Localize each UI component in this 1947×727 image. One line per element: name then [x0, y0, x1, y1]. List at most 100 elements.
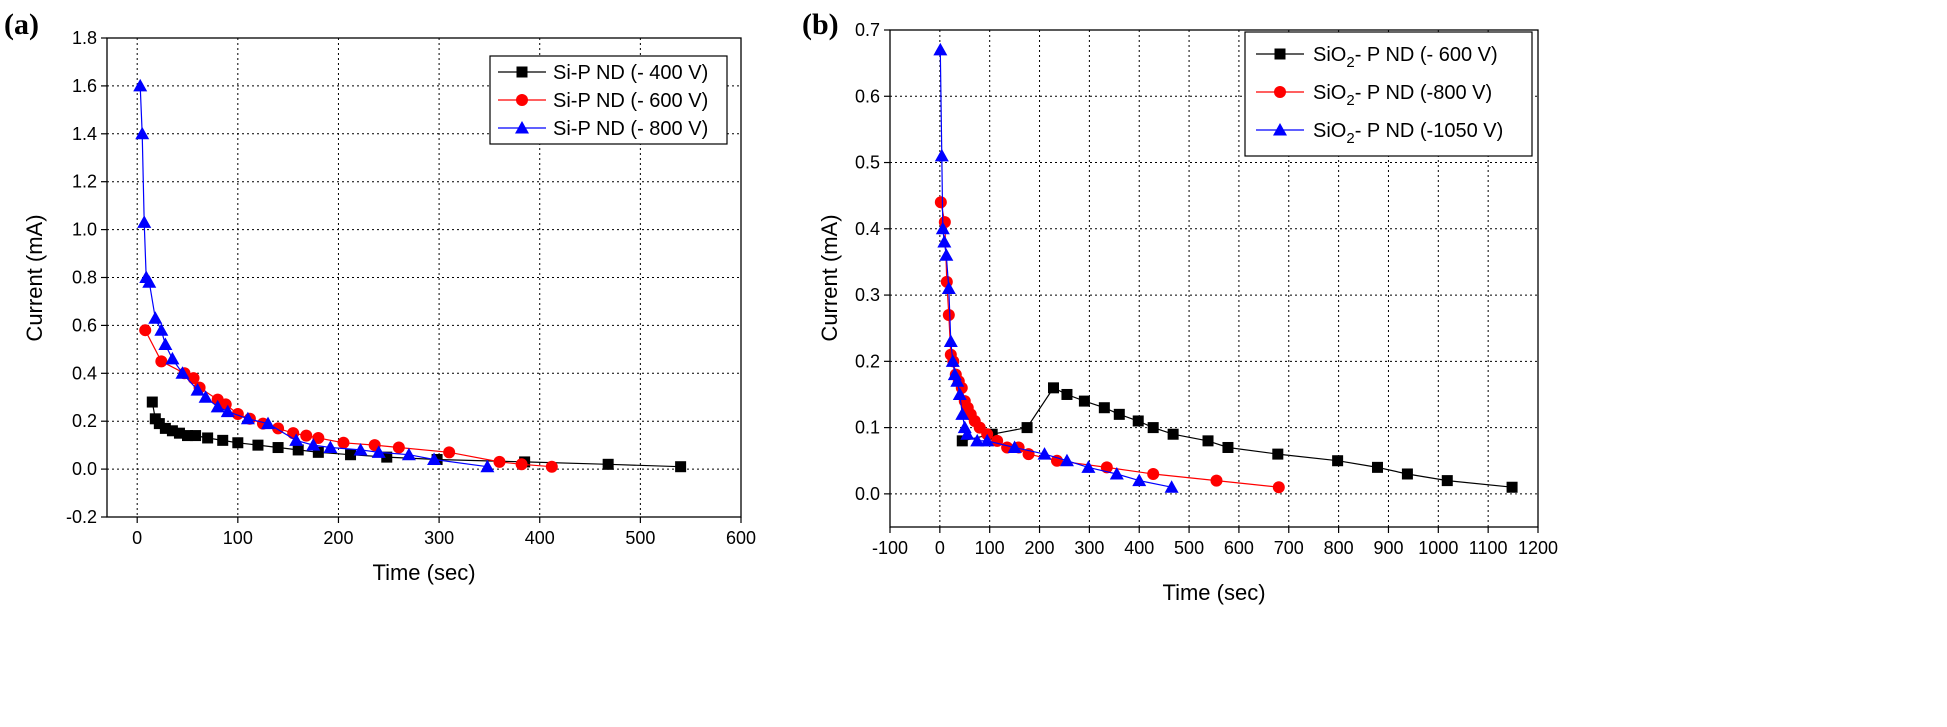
data-point: [933, 42, 948, 56]
data-point: [1272, 481, 1285, 494]
x-tick-label: 0: [935, 538, 945, 558]
legend-marker: [516, 66, 528, 78]
data-point: [1147, 422, 1159, 434]
x-tick-label: -100: [872, 538, 908, 558]
panel-a-series: [133, 78, 687, 473]
data-point: [1109, 466, 1124, 480]
y-tick-label: 0.5: [855, 153, 880, 173]
data-point: [133, 78, 148, 92]
data-point: [210, 399, 225, 413]
data-point: [292, 444, 304, 456]
panel-b-y-axis-title: Current (mA): [817, 214, 842, 341]
data-point: [306, 438, 321, 451]
data-point: [381, 451, 393, 463]
data-point: [1167, 428, 1179, 440]
data-point: [1272, 448, 1284, 460]
data-point: [154, 323, 169, 336]
panel-b-x-axis-title: Time (sec): [1162, 580, 1265, 605]
data-point: [312, 446, 324, 458]
data-point: [401, 447, 416, 461]
legend-entry: Si-P ND (- 400 V): [498, 62, 708, 84]
data-point: [240, 411, 255, 425]
data-point: [955, 407, 970, 420]
data-point: [1078, 395, 1090, 407]
legend-entry: Si-P ND (- 600 V): [498, 90, 708, 112]
legend-entry: SiO2- P ND (- 600 V): [1256, 44, 1498, 71]
y-tick-label: -0.2: [66, 507, 97, 527]
data-point: [159, 422, 171, 434]
data-point: [480, 459, 495, 473]
data-point: [1506, 481, 1518, 493]
x-tick-label: 200: [323, 528, 353, 548]
legend-marker: [516, 94, 528, 106]
data-point: [1037, 447, 1052, 460]
x-tick-label: 1200: [1518, 538, 1558, 558]
panel-b-legend: SiO2- P ND (- 600 V) SiO2- P ND (-800 V) S…: [1244, 31, 1533, 157]
x-tick-label: 1000: [1418, 538, 1458, 558]
y-tick-label: 0.0: [72, 459, 97, 479]
x-tick-label: 500: [1174, 538, 1204, 558]
data-point: [231, 408, 244, 421]
data-point: [1061, 388, 1073, 400]
data-point: [545, 460, 558, 473]
data-point: [493, 455, 506, 468]
data-point: [345, 449, 357, 461]
data-point: [187, 372, 200, 385]
x-tick-label: 400: [525, 528, 555, 548]
data-point: [1113, 408, 1125, 420]
series-line: [962, 387, 1513, 488]
data-point: [353, 442, 368, 456]
data-point: [182, 430, 194, 442]
data-point: [443, 446, 456, 459]
legend-box: [1244, 31, 1533, 157]
data-point: [1441, 475, 1453, 487]
x-tick-label: 500: [625, 528, 655, 548]
data-point: [153, 418, 165, 430]
data-point: [173, 427, 185, 439]
data-point: [323, 440, 338, 454]
legend-marker: [515, 121, 529, 134]
legend-label: Si-P ND (- 800 V): [553, 118, 708, 140]
data-point: [1210, 474, 1223, 487]
y-tick-label: 0.2: [855, 351, 880, 371]
data-point: [952, 387, 967, 400]
data-point: [137, 215, 152, 228]
data-point: [937, 235, 952, 248]
panel-a-ticks: 0 100 200 300 400 500 600 -0.2 0.0 0.2 0.4 0.6 0.8 1.…: [66, 28, 756, 548]
legend-marker: [1273, 123, 1287, 136]
panel-b-label: (b): [802, 8, 839, 41]
x-tick-label: 800: [1324, 538, 1354, 558]
panel-a-label: (a): [4, 8, 39, 41]
data-point: [934, 148, 949, 162]
legend-entry: Si-P ND (- 800 V): [498, 118, 708, 140]
x-tick-label: 400: [1124, 538, 1154, 558]
data-point: [956, 435, 968, 447]
y-tick-label: 0.8: [72, 268, 97, 288]
data-point: [1164, 480, 1179, 493]
x-tick-label: 100: [223, 528, 253, 548]
data-point: [943, 334, 958, 347]
data-point: [135, 126, 150, 140]
data-point: [1332, 455, 1344, 467]
data-point: [1132, 473, 1147, 487]
data-point: [371, 445, 386, 458]
panel-a-legend: Si-P ND (- 400 V) Si-P ND (- 600 V) Si-P N…: [489, 55, 728, 145]
data-point: [272, 442, 284, 454]
data-point: [980, 433, 995, 447]
x-tick-label: 100: [975, 538, 1005, 558]
data-point: [202, 432, 214, 444]
data-point: [198, 390, 213, 403]
x-tick-label: 700: [1274, 538, 1304, 558]
y-tick-label: 0.4: [855, 219, 880, 239]
y-tick-label: 0.4: [72, 363, 97, 383]
panel-a-chart: (a) 0 100 200 300 400 500 600-0.20.00.20.40.60…: [4, 8, 756, 585]
data-point: [1371, 461, 1383, 473]
data-point: [166, 425, 178, 437]
panel-b-ticks: -100 0 100 200 300 400 500 600 700 800 900 1000 1100…: [855, 20, 1558, 558]
panel-a-y-axis-title: Current (mA): [22, 214, 47, 341]
data-point: [515, 458, 528, 471]
data-point: [934, 196, 947, 209]
legend-label: Si-P ND (- 400 V): [553, 62, 708, 84]
data-point: [158, 337, 173, 351]
